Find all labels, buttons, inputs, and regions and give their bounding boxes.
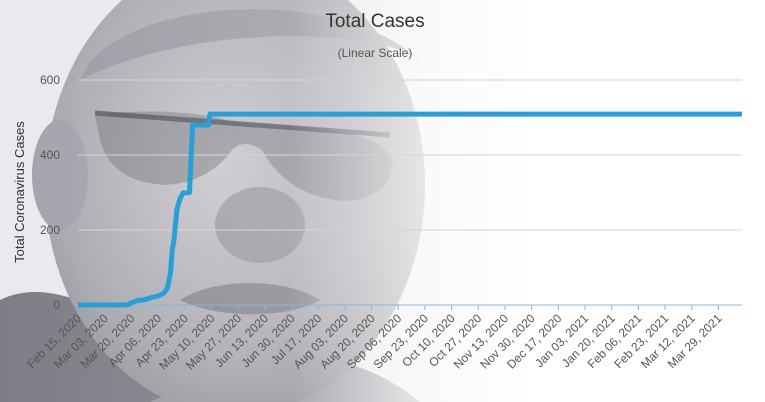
y-tick-label: 600 xyxy=(40,73,60,87)
y-tick-label: 200 xyxy=(40,223,60,237)
y-axis-ticks: 0 200 400 600 xyxy=(40,73,60,312)
series-line xyxy=(78,111,742,308)
chart-title: Total Cases xyxy=(325,11,424,32)
gridlines xyxy=(78,79,742,306)
y-tick-label: 0 xyxy=(53,298,60,312)
chart-subtitle: (Linear Scale) xyxy=(338,46,413,60)
y-tick-label: 400 xyxy=(40,148,60,162)
series-area xyxy=(78,111,742,308)
y-axis-title: Total Coronavirus Cases xyxy=(12,121,27,263)
